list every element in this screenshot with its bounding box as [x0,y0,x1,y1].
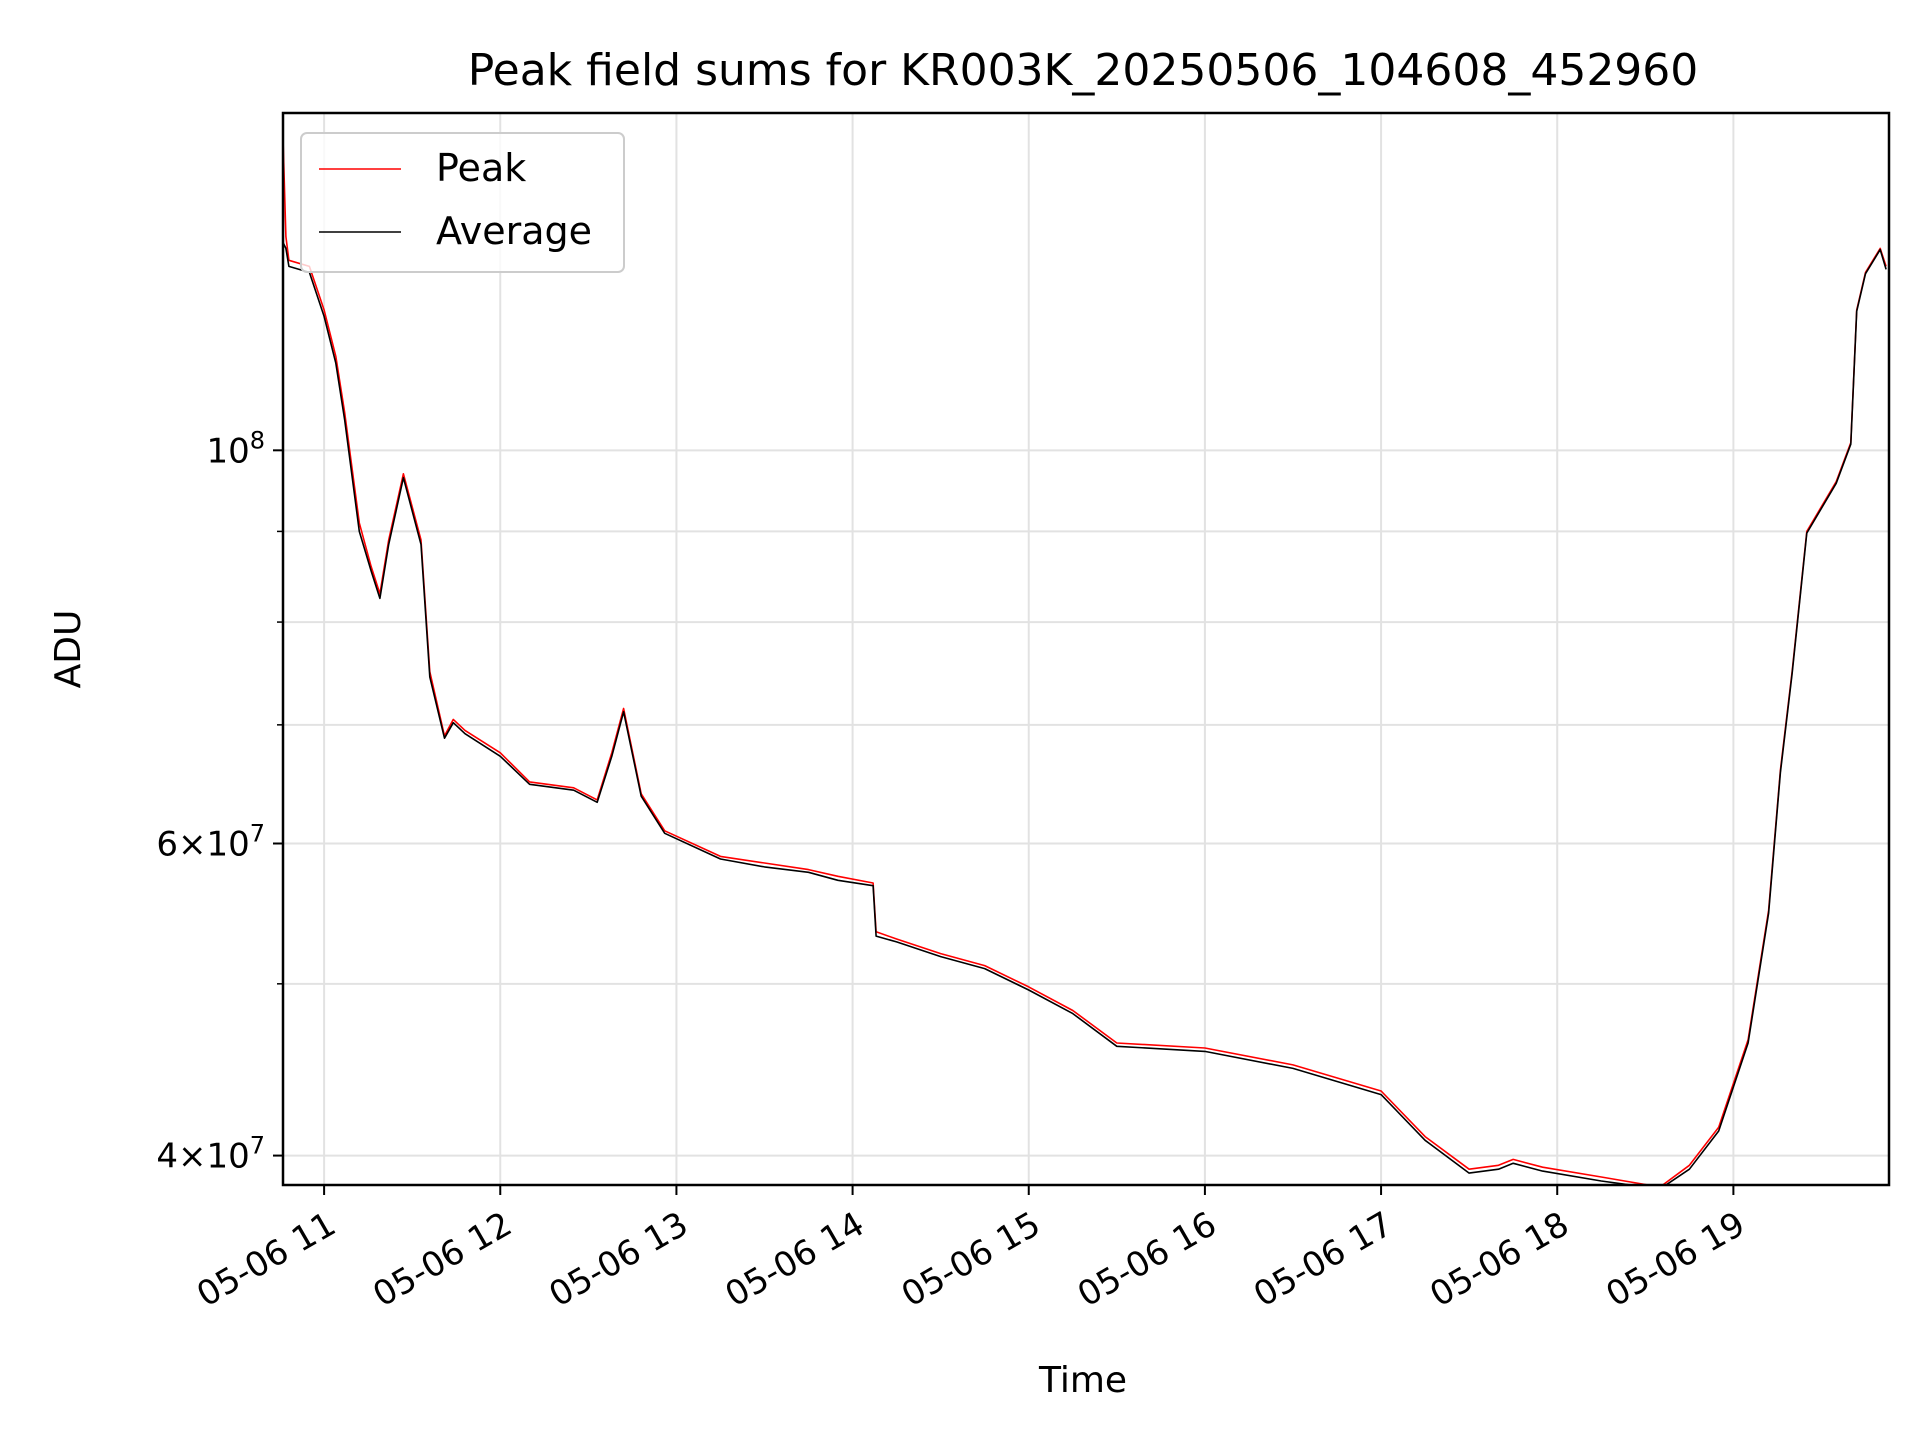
x-axis-label: Time [1038,1360,1127,1401]
series-line-average [283,242,1887,1185]
legend-label-peak: Peak [436,146,526,190]
grid [283,113,1889,1185]
legend: Peak Average [300,132,625,273]
y-axis: 108 6×107 4×107 [156,426,283,1177]
chart-title: Peak field sums for KR003K_20250506_1046… [468,45,1699,96]
y-tick-label: 108 [206,426,265,471]
y-tick-label: 6×107 [156,819,265,864]
series-layer [283,138,1887,1185]
y-axis-label: ADU [48,610,89,689]
legend-label-average: Average [436,209,592,253]
legend-box [300,132,625,273]
plot-frame [281,111,1891,1187]
y-tick-label: 4×107 [156,1132,265,1177]
